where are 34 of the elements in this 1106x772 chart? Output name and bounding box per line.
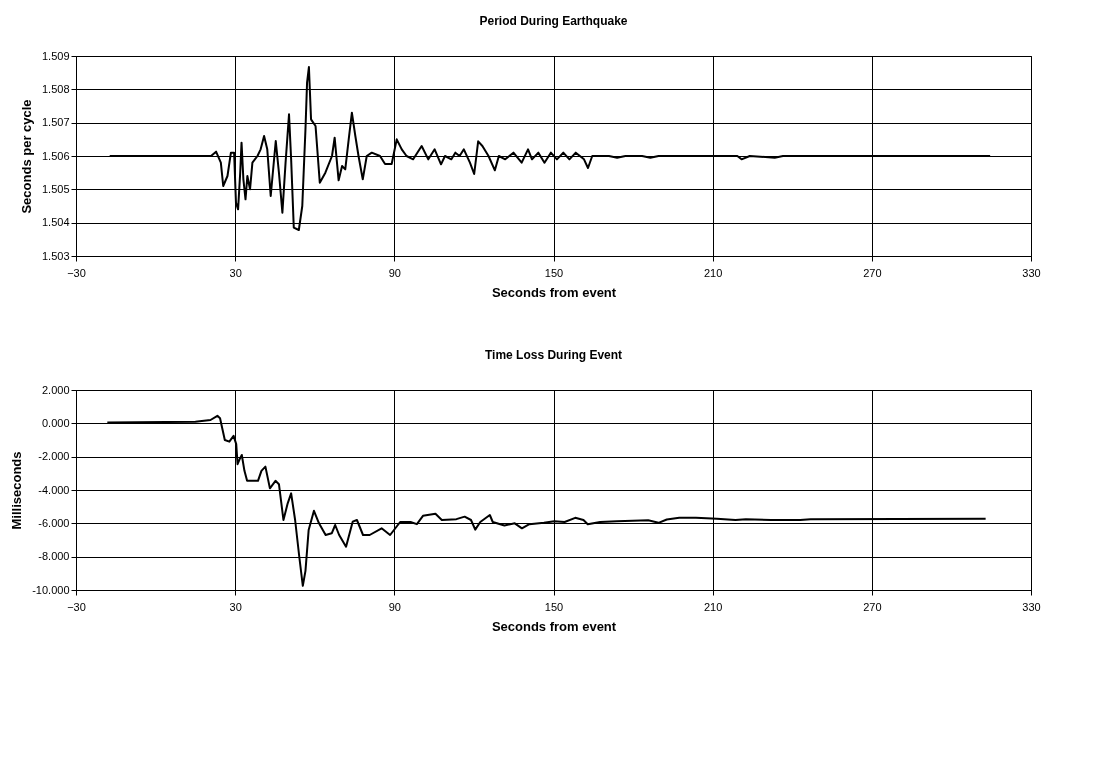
x-tick-label: 210 bbox=[703, 600, 723, 613]
x-tick-label: 270 bbox=[863, 266, 882, 279]
x-tick-label: −30 bbox=[67, 266, 86, 279]
y-axis-title: Milliseconds bbox=[9, 451, 25, 530]
y-tick-label: -6.000 bbox=[38, 516, 70, 529]
x-axis-title: Seconds from event bbox=[491, 284, 617, 300]
x-tick-label: −30 bbox=[67, 600, 86, 613]
y-tick-label: -10.000 bbox=[32, 583, 70, 596]
x-tick-label: 30 bbox=[229, 266, 242, 279]
y-tick-label: 1.504 bbox=[41, 216, 70, 229]
y-tick-label: -2.000 bbox=[38, 450, 70, 463]
y-tick-label: 1.505 bbox=[41, 182, 70, 195]
x-tick-label: 90 bbox=[388, 600, 401, 613]
x-tick-label: 270 bbox=[863, 600, 882, 613]
x-tick-label: 330 bbox=[1022, 266, 1041, 279]
y-tick-label: 0.000 bbox=[41, 416, 70, 429]
y-tick-label: -4.000 bbox=[38, 483, 70, 496]
x-tick-label: 210 bbox=[703, 266, 723, 279]
chart-title: Period During Earthquake bbox=[479, 14, 628, 28]
y-tick-label: 1.506 bbox=[41, 149, 70, 162]
x-tick-label: 30 bbox=[229, 600, 242, 613]
y-tick-label: 1.508 bbox=[41, 82, 70, 95]
x-tick-label: 150 bbox=[544, 600, 564, 613]
y-axis-title: Seconds per cycle bbox=[18, 99, 34, 214]
y-tick-label: 1.503 bbox=[41, 249, 70, 262]
x-tick-label: 90 bbox=[388, 266, 401, 279]
y-tick-label: -8.000 bbox=[38, 550, 70, 563]
x-axis-title: Seconds from event bbox=[491, 618, 617, 634]
chart-title: Time Loss During Event bbox=[484, 348, 623, 362]
x-tick-label: 150 bbox=[544, 266, 564, 279]
y-tick-label: 1.507 bbox=[41, 116, 70, 129]
y-tick-label: 1.509 bbox=[41, 49, 70, 62]
y-tick-label: 2.000 bbox=[41, 383, 70, 396]
x-tick-label: 330 bbox=[1022, 600, 1041, 613]
